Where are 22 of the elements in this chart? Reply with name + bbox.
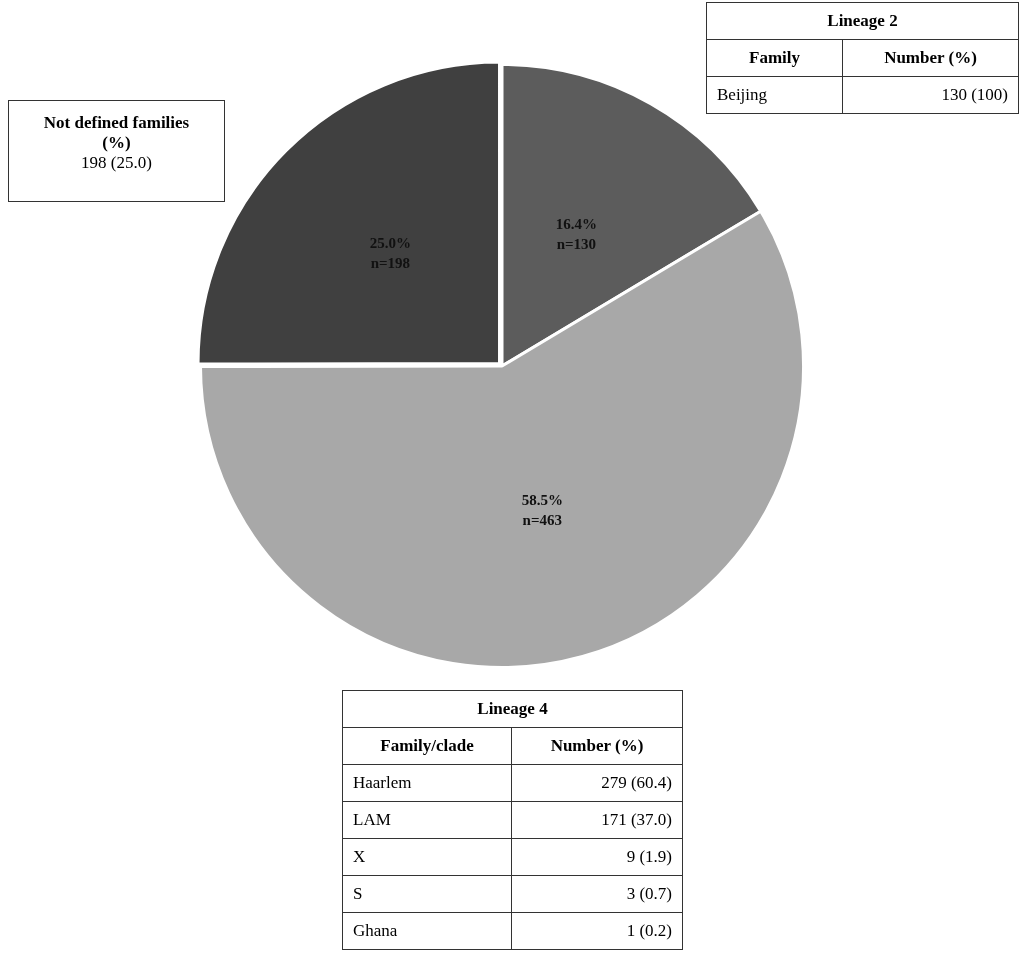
text: 171 (37.0) xyxy=(511,801,683,839)
text: Number (%) xyxy=(511,727,683,765)
text: Family xyxy=(706,39,843,77)
text: S xyxy=(342,875,512,913)
text: Ghana xyxy=(342,912,512,950)
text: Lineage 4 xyxy=(342,690,683,728)
text: 3 (0.7) xyxy=(511,875,683,913)
text: Family/clade xyxy=(342,727,512,765)
text: 130 (100) xyxy=(842,76,1019,114)
text: Number (%) xyxy=(842,39,1019,77)
text: 9 (1.9) xyxy=(511,838,683,876)
text: Not defined families (%) xyxy=(42,113,191,153)
text: LAM xyxy=(342,801,512,839)
text: Haarlem xyxy=(342,764,512,802)
data-label: 58.5% n=463 xyxy=(521,492,563,529)
text: 1 (0.2) xyxy=(511,912,683,950)
text: Lineage 2 xyxy=(706,2,1019,40)
data-label: 16.4% n=130 xyxy=(555,215,597,252)
text: 198 (25.0) xyxy=(80,153,153,173)
text: 279 (60.4) xyxy=(511,764,683,802)
text: Beijing xyxy=(706,76,843,114)
text: X xyxy=(342,838,512,876)
